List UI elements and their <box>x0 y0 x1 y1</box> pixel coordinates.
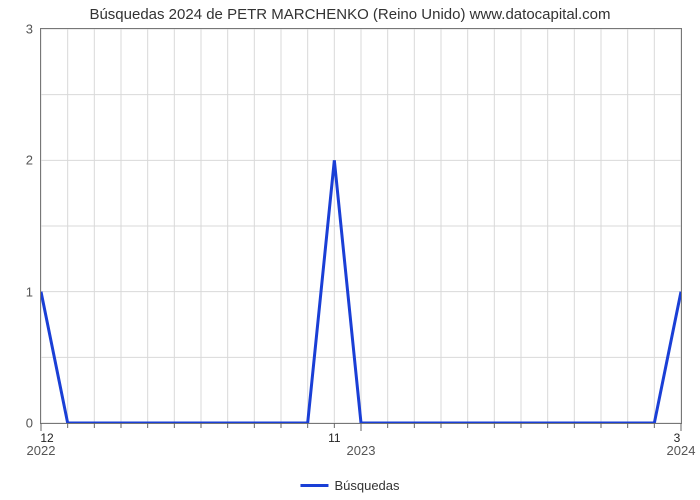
y-tick-label: 0 <box>26 416 33 431</box>
y-tick-label: 3 <box>26 22 33 37</box>
x-tick-label: 2023 <box>347 443 376 458</box>
legend-swatch <box>300 484 328 487</box>
chart-title: Búsquedas 2024 de PETR MARCHENKO (Reino … <box>0 6 700 23</box>
y-tick-label: 2 <box>26 153 33 168</box>
plot-area: 012320222023202412113 <box>40 28 682 424</box>
x-tick-label: 2022 <box>27 443 56 458</box>
y-tick-label: 1 <box>26 284 33 299</box>
legend: Búsquedas <box>300 478 399 493</box>
data-point-label: 12 <box>40 431 53 445</box>
axis-ticks <box>41 29 681 453</box>
data-point-label: 11 <box>328 431 340 445</box>
data-point-label: 3 <box>674 431 681 445</box>
x-tick-label: 2024 <box>667 443 696 458</box>
legend-label: Búsquedas <box>334 478 399 493</box>
